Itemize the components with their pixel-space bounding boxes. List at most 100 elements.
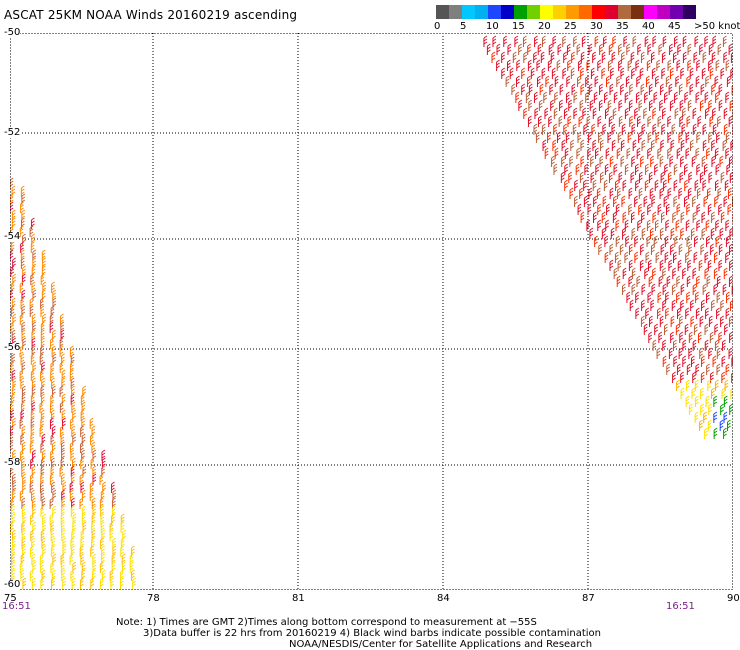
wind-barb	[652, 107, 657, 119]
colorbar-swatch	[449, 5, 462, 19]
colorbar-swatch	[475, 5, 488, 19]
wind-barb	[695, 291, 699, 303]
wind-barb	[615, 203, 620, 215]
wind-barb	[60, 433, 65, 445]
wind-barb	[101, 449, 106, 461]
wind-barb	[70, 545, 75, 557]
wind-barb	[631, 227, 636, 239]
wind-barb	[575, 163, 580, 175]
wind-barb	[694, 235, 698, 247]
wind-barb	[715, 163, 720, 175]
wind-barb	[554, 91, 558, 103]
wind-barb	[40, 337, 45, 349]
wind-barb	[122, 529, 127, 541]
wind-barb	[641, 227, 646, 239]
wind-barb	[19, 561, 24, 573]
wind-barb	[673, 355, 678, 367]
wind-barb	[685, 307, 690, 319]
wind-barb	[80, 393, 85, 405]
wind-barb	[666, 363, 671, 375]
wind-barb	[496, 43, 501, 55]
wind-barb	[31, 265, 36, 277]
wind-barb	[42, 257, 46, 269]
wind-barb	[685, 147, 690, 159]
wind-barb	[659, 187, 664, 199]
wind-barb	[580, 155, 585, 167]
wind-barb	[640, 315, 645, 327]
wind-barb	[718, 243, 723, 255]
wind-barb	[705, 107, 709, 119]
wind-barb	[523, 51, 528, 63]
wind-barb	[624, 91, 629, 103]
wind-barb	[612, 107, 617, 119]
wind-barb	[680, 211, 685, 223]
wind-barb	[12, 537, 16, 549]
wind-barb	[716, 363, 721, 375]
wind-barb	[717, 43, 722, 55]
wind-barb	[679, 315, 683, 327]
wind-barb	[676, 59, 681, 71]
wind-barb	[659, 227, 664, 239]
wind-barb	[689, 67, 694, 79]
wind-barb	[69, 369, 74, 381]
wind-barb	[694, 35, 699, 47]
wind-barb	[11, 185, 16, 197]
wind-barb	[698, 259, 703, 271]
wind-barb	[129, 553, 134, 565]
wind-barb	[21, 193, 26, 205]
wind-barb	[80, 457, 85, 469]
colorbar-swatch	[566, 5, 579, 19]
wind-barb	[101, 457, 106, 469]
wind-barb	[50, 305, 55, 317]
wind-barb	[634, 235, 639, 247]
wind-barb	[706, 291, 710, 303]
colorbar-tick-label: 35	[616, 21, 629, 32]
wind-barb	[32, 505, 36, 517]
colorbar-tick-label: 30	[590, 21, 603, 32]
wind-barb	[725, 59, 730, 71]
wind-barb	[597, 59, 602, 71]
wind-barb	[566, 75, 571, 87]
wind-barb	[731, 84, 733, 95]
wind-barb	[99, 577, 104, 589]
wind-barb	[562, 35, 566, 47]
wind-barb	[120, 569, 124, 581]
wind-barb	[673, 195, 678, 207]
wind-barb	[580, 83, 585, 95]
wind-barb	[22, 513, 27, 525]
wind-barb	[631, 267, 636, 279]
wind-barb	[580, 51, 585, 63]
wind-barb	[577, 131, 582, 143]
wind-barb	[578, 115, 583, 127]
wind-barb	[702, 179, 707, 191]
wind-barb	[726, 75, 731, 87]
wind-barb	[52, 297, 57, 309]
wind-barb	[727, 203, 732, 215]
wind-barb	[644, 91, 648, 103]
wind-barb	[601, 67, 606, 79]
wind-barb	[669, 43, 673, 55]
wind-barb	[111, 481, 115, 493]
wind-barb	[718, 331, 723, 343]
wind-barb	[611, 139, 616, 151]
wind-barb	[613, 267, 618, 279]
wind-barb	[10, 321, 15, 333]
wind-barb	[593, 91, 598, 103]
wind-barb	[41, 265, 46, 277]
wind-barb	[512, 51, 517, 63]
wind-barb	[540, 51, 545, 63]
wind-barb	[709, 115, 714, 127]
wind-barb	[662, 267, 666, 279]
wind-barb	[699, 347, 704, 359]
wind-barb	[656, 347, 661, 359]
wind-barb	[50, 393, 55, 405]
wind-barb	[730, 67, 733, 79]
wind-barb	[11, 329, 16, 341]
wind-barb	[20, 257, 25, 269]
wind-barb	[690, 227, 695, 239]
wind-barb	[670, 243, 674, 255]
wind-barb	[12, 273, 17, 285]
wind-barb	[714, 179, 719, 191]
wind-barb	[690, 299, 694, 311]
wind-barb	[70, 393, 75, 405]
